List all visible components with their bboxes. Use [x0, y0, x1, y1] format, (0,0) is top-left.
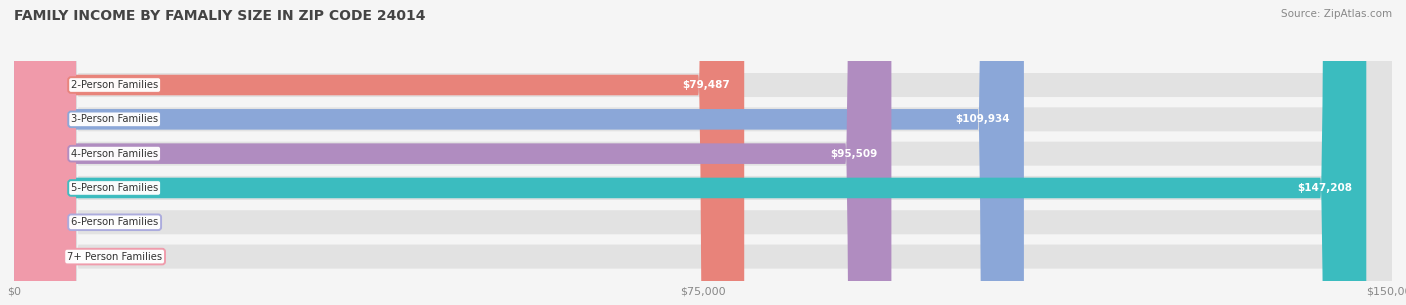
FancyBboxPatch shape [14, 0, 1392, 305]
FancyBboxPatch shape [14, 0, 744, 305]
Text: Source: ZipAtlas.com: Source: ZipAtlas.com [1281, 9, 1392, 19]
FancyBboxPatch shape [14, 0, 1392, 305]
FancyBboxPatch shape [14, 0, 1392, 305]
Text: $0: $0 [98, 252, 112, 262]
Text: $0: $0 [98, 217, 112, 227]
Text: $95,509: $95,509 [831, 149, 877, 159]
Text: 4-Person Families: 4-Person Families [72, 149, 159, 159]
Text: 5-Person Families: 5-Person Families [72, 183, 159, 193]
FancyBboxPatch shape [14, 0, 1392, 305]
Text: 6-Person Families: 6-Person Families [72, 217, 159, 227]
Text: $79,487: $79,487 [683, 80, 731, 90]
FancyBboxPatch shape [14, 0, 76, 305]
FancyBboxPatch shape [14, 0, 1024, 305]
FancyBboxPatch shape [14, 0, 891, 305]
FancyBboxPatch shape [14, 0, 1392, 305]
Text: $109,934: $109,934 [956, 114, 1010, 124]
Text: 3-Person Families: 3-Person Families [72, 114, 159, 124]
Text: 7+ Person Families: 7+ Person Families [67, 252, 162, 262]
Text: FAMILY INCOME BY FAMALIY SIZE IN ZIP CODE 24014: FAMILY INCOME BY FAMALIY SIZE IN ZIP COD… [14, 9, 426, 23]
FancyBboxPatch shape [14, 0, 76, 305]
Text: 2-Person Families: 2-Person Families [72, 80, 159, 90]
Text: $147,208: $147,208 [1298, 183, 1353, 193]
FancyBboxPatch shape [14, 0, 1392, 305]
FancyBboxPatch shape [14, 0, 1367, 305]
